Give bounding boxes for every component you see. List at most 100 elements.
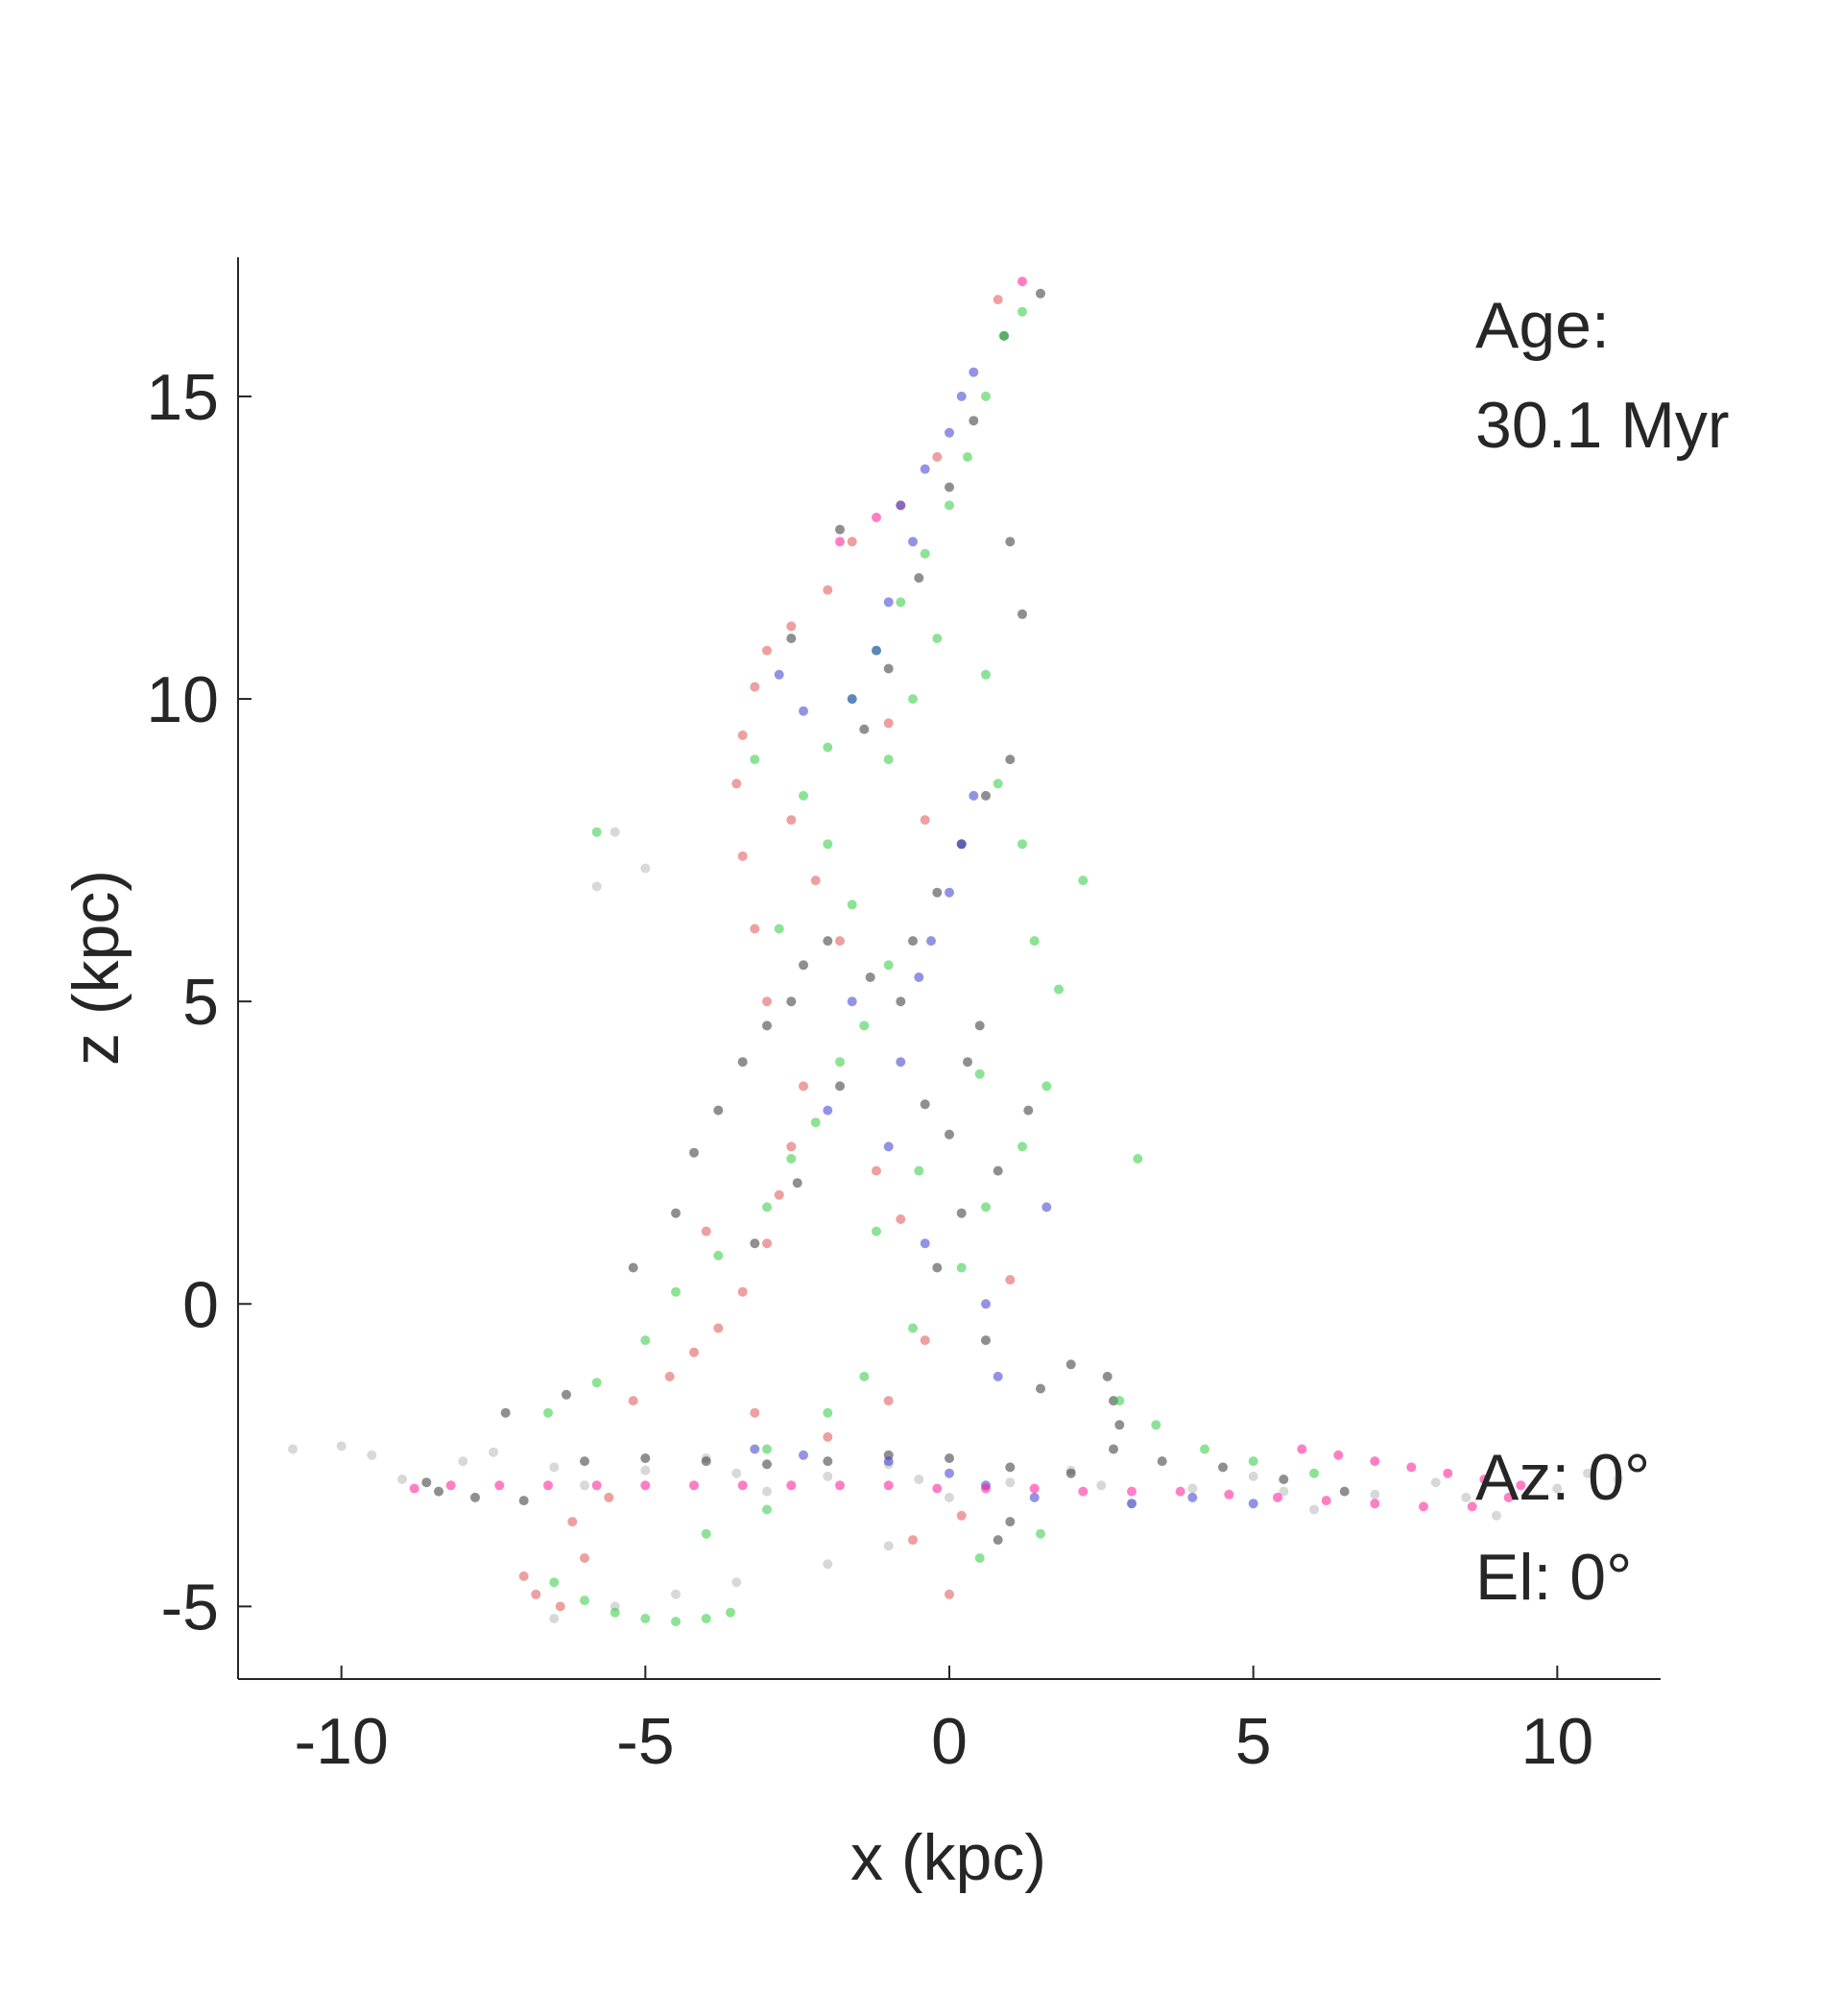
data-point <box>847 694 857 705</box>
data-point <box>859 724 870 734</box>
data-point <box>1200 1444 1209 1454</box>
data-point <box>518 1571 529 1581</box>
data-point <box>1175 1486 1185 1497</box>
data-point <box>956 1510 967 1521</box>
data-point <box>786 634 797 643</box>
data-point <box>883 1456 894 1467</box>
data-point <box>908 1323 918 1333</box>
data-point <box>737 1057 748 1068</box>
data-point <box>847 900 857 910</box>
data-point <box>726 1607 735 1618</box>
y-tick-label: -5 <box>161 1571 219 1644</box>
data-point <box>750 1444 760 1454</box>
data-point <box>956 391 967 401</box>
data-point <box>1036 1383 1045 1394</box>
data-point <box>945 427 954 438</box>
data-point <box>792 1178 802 1188</box>
data-point <box>762 645 772 656</box>
data-point <box>1017 839 1027 850</box>
data-point <box>1430 1477 1441 1488</box>
data-point <box>835 936 845 947</box>
data-point <box>835 537 845 547</box>
data-point <box>750 1238 760 1249</box>
data-point <box>835 1057 845 1068</box>
data-point <box>1065 1359 1076 1370</box>
data-point <box>883 1480 894 1491</box>
data-point <box>1127 1499 1137 1509</box>
data-point <box>628 1396 638 1406</box>
y-axis-title: z (kpc) <box>60 870 132 1066</box>
data-point <box>969 367 979 377</box>
data-point <box>932 1262 943 1273</box>
data-point <box>1102 1371 1113 1381</box>
data-point <box>932 887 943 898</box>
data-point <box>810 876 821 886</box>
data-point <box>920 1335 930 1346</box>
data-point <box>908 1535 918 1546</box>
data-point <box>1516 1480 1526 1491</box>
data-point <box>1054 984 1064 995</box>
x-axis-title: x (kpc) <box>850 1821 1046 1894</box>
data-point <box>908 694 918 705</box>
data-point <box>872 1165 881 1176</box>
data-point <box>823 1105 833 1116</box>
data-point <box>993 1165 1003 1176</box>
data-point <box>409 1483 419 1494</box>
data-point <box>610 1607 620 1618</box>
data-point <box>1096 1480 1107 1491</box>
data-point <box>859 1020 870 1031</box>
data-point <box>1078 1486 1089 1497</box>
data-point <box>1005 537 1016 547</box>
data-point <box>920 815 930 826</box>
data-point <box>883 755 894 765</box>
data-point <box>914 573 924 583</box>
data-point <box>762 1486 772 1497</box>
x-tick-label: 5 <box>1235 1705 1272 1778</box>
data-point <box>1279 1475 1289 1484</box>
y-tick-label: 15 <box>146 361 219 434</box>
data-point <box>1187 1483 1198 1494</box>
data-point <box>1017 276 1027 287</box>
data-point <box>799 1081 808 1092</box>
data-point <box>823 585 833 595</box>
series-2 <box>543 306 1319 1627</box>
data-point <box>945 1453 954 1463</box>
data-point <box>981 669 991 680</box>
data-point <box>543 1480 553 1491</box>
data-point <box>786 1141 797 1152</box>
data-point <box>421 1477 432 1488</box>
x-tick-label: 10 <box>1521 1705 1594 1778</box>
data-point <box>762 1504 772 1515</box>
plot-area: -10 -5 0 5 10 -5 0 5 10 15 <box>146 257 1661 1778</box>
data-point <box>945 1589 954 1599</box>
data-point <box>859 1371 870 1381</box>
data-point <box>945 1129 954 1140</box>
data-point <box>549 1577 560 1588</box>
data-point <box>445 1480 456 1491</box>
data-point <box>1248 1471 1258 1481</box>
data-point <box>1279 1486 1289 1497</box>
data-point <box>823 1559 833 1570</box>
data-point <box>974 1068 985 1079</box>
data-point <box>799 960 808 971</box>
data-point <box>1041 1202 1052 1212</box>
data-point <box>896 1057 906 1068</box>
data-point <box>336 1441 347 1452</box>
data-point <box>774 669 784 680</box>
data-point <box>963 1057 972 1068</box>
data-point <box>799 790 808 801</box>
data-point <box>993 295 1003 305</box>
data-point <box>591 1378 602 1388</box>
data-point <box>883 718 894 729</box>
data-point <box>1218 1462 1228 1473</box>
age-label: Age: <box>1475 289 1610 362</box>
data-point <box>1467 1501 1477 1512</box>
data-point <box>847 996 857 1007</box>
data-point <box>956 1208 967 1218</box>
data-point <box>896 1214 906 1224</box>
data-point <box>549 1462 560 1473</box>
data-point <box>1036 1528 1045 1539</box>
data-point <box>1005 1477 1016 1488</box>
series-3 <box>518 295 1016 1612</box>
data-point <box>1492 1510 1501 1521</box>
